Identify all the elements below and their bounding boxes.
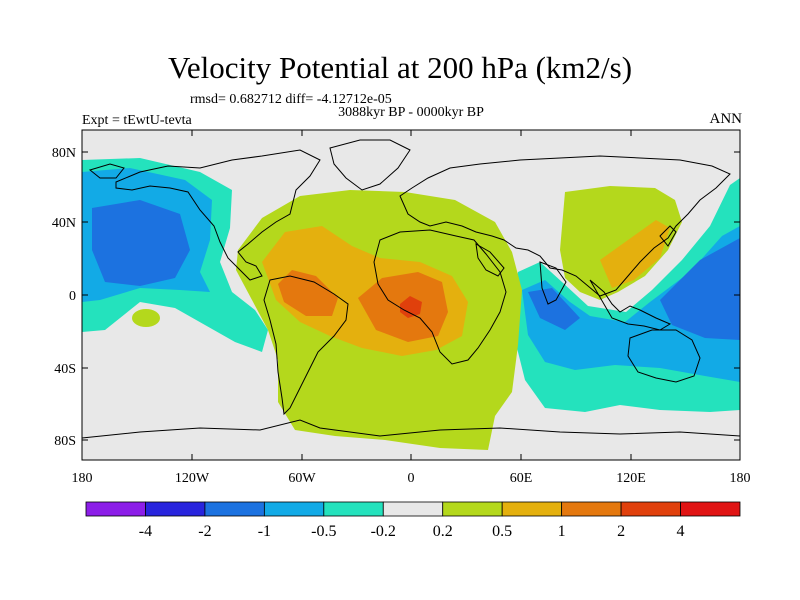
lon-tick-label: 0	[408, 471, 415, 486]
rmsd-diff-stats: rmsd= 0.682712 diff= -4.12712e-05	[190, 92, 392, 107]
map-title: Velocity Potential at 200 hPa (km2/s)	[167, 50, 633, 85]
colorbar-swatch	[620, 501, 681, 517]
neg-region-indo-pacific-mid	[522, 226, 740, 382]
coastline-south-america	[263, 275, 349, 416]
coastline-arabia	[475, 243, 505, 277]
neg-blob-central-pacific	[132, 309, 160, 327]
colorbar-label: -0.5	[311, 523, 336, 540]
colorbar-label: -0.2	[371, 523, 396, 540]
colorbar-label: -2	[198, 523, 211, 540]
lon-tick-label: 180	[72, 471, 93, 486]
colorbar-label: 4	[677, 523, 685, 540]
coastline-antarctica	[82, 419, 740, 439]
coastline-north-america	[115, 149, 321, 281]
lon-tick-label: 180	[730, 471, 751, 486]
lat-tick-label: 40N	[52, 216, 76, 231]
pos-region-central-africa-core	[400, 296, 422, 318]
coastline-australia	[627, 329, 701, 383]
experiment-label: Expt = tEwtU-tevta	[82, 113, 192, 128]
neg-region-indo-pacific-inner	[528, 288, 580, 330]
coastline-africa	[373, 229, 507, 365]
colorbar-swatch	[145, 501, 206, 517]
colorbar-label: 1	[558, 523, 566, 540]
lat-tick-label: 0	[69, 289, 76, 304]
colorbar-label: 2	[617, 523, 625, 540]
colorbar-swatch	[323, 501, 384, 517]
lat-tick-label: 40S	[54, 362, 76, 377]
neg-region-west-pacific-inner	[660, 238, 740, 340]
coastline-southeast-asia	[589, 279, 672, 331]
lon-axis: 180 120W 60W 0 60E 120E 180	[72, 130, 751, 486]
colorbar-label: -4	[139, 523, 152, 540]
lon-tick-label: 60E	[510, 471, 533, 486]
neg-region-pacific-east-inner	[92, 200, 190, 286]
colorbar-swatch	[204, 501, 265, 517]
colorbar-swatch	[85, 501, 146, 517]
colorbar: -4 -2 -1 -0.5 -0.2 0.2 0.5 1 2 4	[85, 501, 741, 540]
contour-fields	[82, 130, 740, 460]
colorbar-swatch	[442, 501, 503, 517]
colorbar-swatch	[561, 501, 622, 517]
lon-tick-label: 120W	[175, 471, 210, 486]
coastline-europe-asia	[399, 155, 731, 297]
lon-tick-label: 60W	[288, 471, 316, 486]
coastlines	[82, 139, 740, 439]
colorbar-label: -1	[258, 523, 271, 540]
season-label: ANN	[709, 111, 743, 127]
period-subtitle: 3088kyr BP - 0000kyr BP	[338, 105, 484, 120]
coastline-greenland	[329, 139, 411, 191]
colorbar-swatch	[501, 501, 563, 517]
colorbar-swatch	[382, 501, 444, 517]
coastline-japan	[659, 225, 677, 247]
lon-tick-label: 120E	[616, 471, 646, 486]
lat-tick-label: 80N	[52, 146, 76, 161]
pos-region-east-asia-outer	[560, 186, 682, 300]
colorbar-swatch	[263, 501, 325, 517]
lat-axis: 80N 40N 0 40S 80S	[52, 146, 740, 449]
pos-region-amazon-inner	[278, 270, 338, 316]
colorbar-label: 0.5	[492, 523, 512, 540]
coastline-india	[539, 261, 567, 305]
coastline-alaska	[88, 163, 125, 179]
colorbar-label: 0.2	[433, 523, 453, 540]
colorbar-swatch	[680, 501, 741, 517]
lat-tick-label: 80S	[54, 434, 76, 449]
pos-region-east-asia-mid	[600, 220, 670, 288]
